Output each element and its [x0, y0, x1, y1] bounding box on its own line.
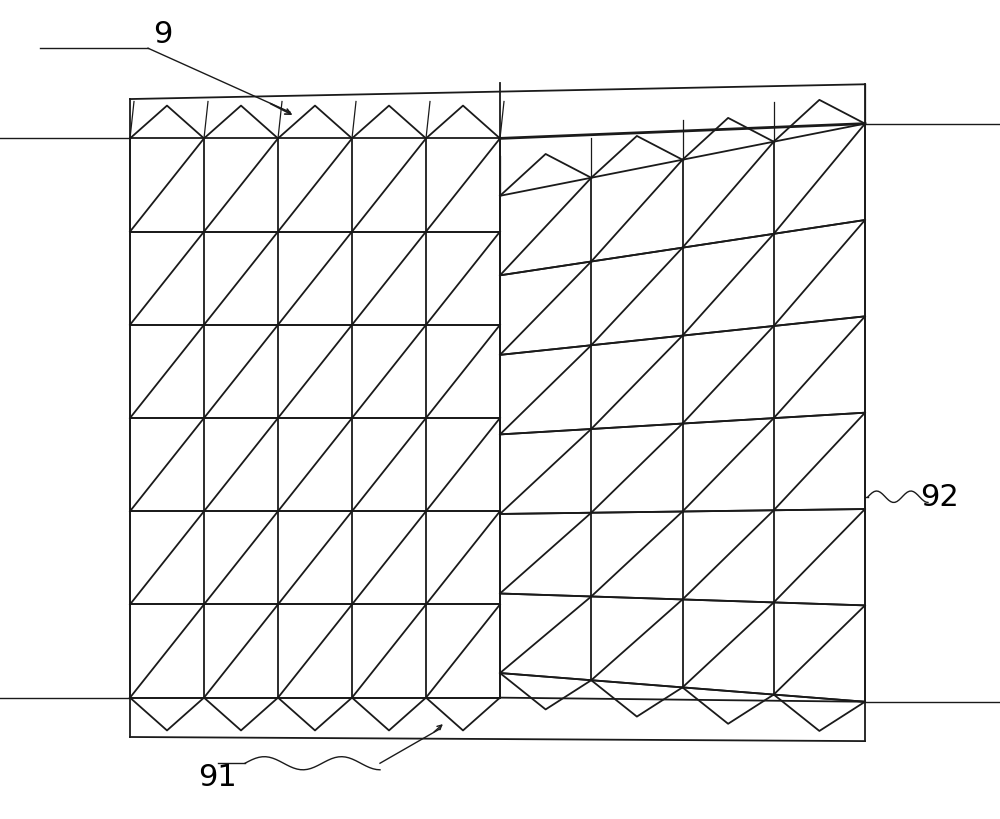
- Text: 92: 92: [921, 482, 959, 512]
- Text: 9: 9: [153, 20, 173, 49]
- Text: 91: 91: [199, 762, 237, 791]
